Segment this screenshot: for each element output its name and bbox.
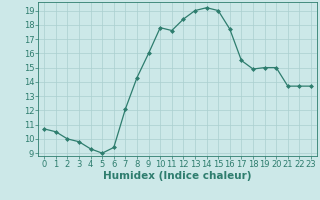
X-axis label: Humidex (Indice chaleur): Humidex (Indice chaleur) — [103, 171, 252, 181]
